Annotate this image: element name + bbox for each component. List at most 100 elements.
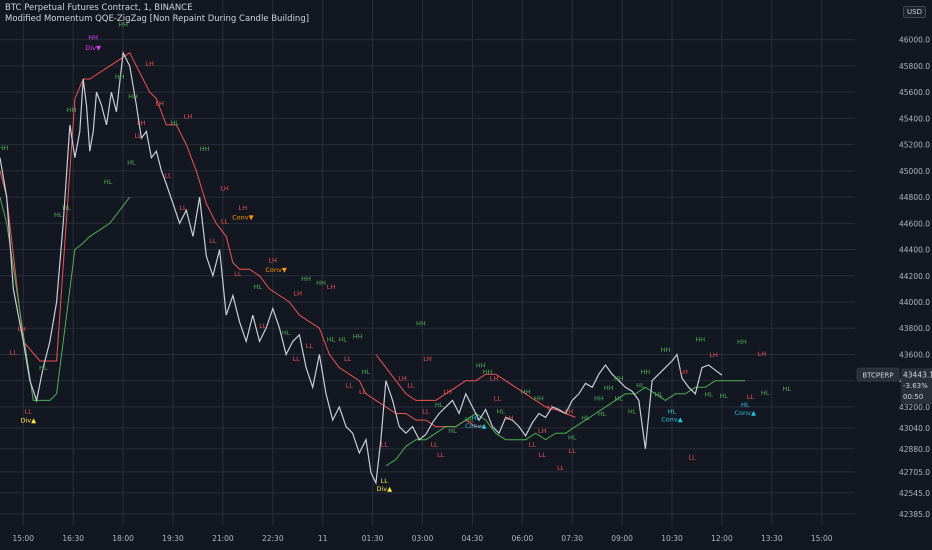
zigzag-label-44: LL [344, 355, 352, 363]
zigzag-label-29: Conv▼ [232, 213, 253, 221]
price-line [0, 50, 723, 486]
zigzag-label-97: LH [709, 351, 718, 359]
y-tick-label-18: 42545.0 [899, 489, 930, 498]
x-tick-label-15: 13:30 [761, 534, 783, 543]
zigzag-label-43: HL [338, 335, 347, 343]
zigzag-label-18: LL [134, 132, 142, 140]
x-tick-label-3: 19:30 [162, 534, 184, 543]
zigzag-label-69: HL [465, 415, 474, 423]
zigzag-label-105: HL [761, 389, 770, 397]
y-axis-panel [855, 0, 932, 550]
zigzag-label-14: HH [128, 93, 138, 101]
y-tick-label-19: 42385.0 [899, 510, 930, 519]
zigzag-label-100: HH [737, 338, 747, 346]
x-tick-label-2: 18:00 [112, 534, 134, 543]
y-tick-label-11: 43800.0 [899, 324, 930, 333]
y-tick-label-8: 44400.0 [899, 246, 930, 255]
zigzag-label-37: LH [327, 283, 336, 291]
zigzag-label-91: HL [654, 390, 663, 398]
zigzag-label-47: LL [346, 381, 354, 389]
zigzag-label-32: LL [234, 270, 242, 278]
zigzag-label-62: HH [476, 362, 486, 370]
zigzag-label-84: HH [604, 384, 614, 392]
zigzag-label-92: HL [668, 408, 677, 416]
grid [0, 0, 855, 525]
zigzag-label-76: LH [565, 408, 574, 416]
x-tick-label-6: 11 [318, 534, 328, 543]
zigzag-label-41: HL [327, 335, 336, 343]
zigzag-label-70: LH [505, 414, 514, 422]
zigzag-label-74: LH [538, 427, 547, 435]
zigzag-label-65: LL [494, 394, 502, 402]
zigzag-label-38: LL [259, 322, 267, 330]
chart-legend: BTC Perpetual Futures Contract, 1, BINAN… [5, 3, 309, 25]
zigzag-label-11: HL [104, 178, 113, 186]
zigzag-label-90: HH [660, 346, 670, 354]
zigzag-label-28: LH [239, 204, 248, 212]
last-price-label: 43443.1 [903, 371, 932, 380]
zigzag-label-0: HH [0, 144, 8, 152]
zigzag-label-8: HL [54, 211, 63, 219]
x-tick-label-16: 15:00 [811, 534, 833, 543]
zigzag-label-39: HL [282, 329, 291, 337]
zigzag-label-54: LH [423, 355, 432, 363]
y-tick-label-0: 46000.0 [899, 36, 930, 45]
zigzag-label-103: HL [741, 401, 750, 409]
zigzag-label-27: LL [209, 237, 217, 245]
zigzag-label-85: HH [614, 375, 624, 383]
zigzag-label-86: HL [615, 394, 624, 402]
zigzag-label-106: HL [783, 385, 792, 393]
zigzag-label-23: LL [179, 204, 187, 212]
zigzag-label-102: LL [747, 393, 755, 401]
y-tick-label-17: 42705.0 [899, 468, 930, 477]
currency-badge[interactable]: USD [903, 6, 926, 18]
zigzag-label-24: LH [220, 185, 229, 193]
zigzag-label-88: HH [641, 368, 651, 376]
y-tick-label-12: 43600.0 [899, 350, 930, 359]
zigzag-label-49: LL [381, 440, 389, 448]
y-tick-label-3: 45400.0 [899, 114, 930, 123]
zigzag-label-98: HL [704, 390, 713, 398]
zigzag-label-3: HL [39, 364, 48, 372]
y-tick-label-14: 43200.0 [899, 403, 930, 412]
zigzag-label-56: HL [435, 401, 444, 409]
zigzag-label-2: LL [10, 348, 18, 356]
zigzag-label-33: HL [254, 283, 263, 291]
y-tick-label-4: 45200.0 [899, 141, 930, 150]
zigzag-label-104: Conv▲ [734, 409, 755, 417]
zigzag-label-1: LH [17, 325, 26, 333]
y-tick-label-9: 44200.0 [899, 272, 930, 281]
zigzag-label-99: HL [719, 392, 728, 400]
symbol-label: BTCPERP [862, 372, 893, 380]
symbol-box [856, 367, 900, 382]
zigzag-label-34: HH [301, 275, 311, 283]
zigzag-label-78: LL [557, 464, 565, 472]
x-tick-label-1: 16:30 [62, 534, 84, 543]
zigzag-label-71: LL [529, 440, 537, 448]
zigzag-label-89: HL [636, 381, 645, 389]
upper-trail-line-2 [375, 354, 576, 418]
zigzag-label-72: HH [521, 388, 531, 396]
zigzag-label-59: LL [431, 440, 439, 448]
y-tick-label-5: 45000.0 [899, 167, 930, 176]
zigzag-label-40: LL [306, 342, 314, 350]
zigzag-label-7: HH [67, 106, 77, 114]
zigzag-label-101: LH [758, 350, 767, 358]
zigzag-label-83: HL [598, 410, 607, 418]
zigzag-label-55: LL [407, 381, 415, 389]
zigzag-label-10: Div▼ [85, 44, 101, 52]
zigzag-label-16: LH [137, 119, 146, 127]
zigzag-label-79: HL [568, 434, 577, 442]
zigzag-label-31: Conv▼ [265, 266, 286, 274]
zigzag-label-25: HH [200, 145, 210, 153]
lower-trail-line [0, 196, 131, 401]
y-axis: 46000.0 45800.0 45600.0 45400.0 45200.0 45000… [855, 0, 932, 550]
x-tick-label-11: 07:30 [561, 534, 583, 543]
zigzag-label-94: LH [679, 368, 688, 376]
zigzag-label-36: HH [316, 279, 326, 287]
zigzag-label-4: LL [25, 408, 33, 416]
zigzag-label-51: Div▲ [376, 485, 392, 493]
zigzag-label-20: HL [170, 119, 179, 127]
zigzag-label-52: LH [398, 375, 407, 383]
